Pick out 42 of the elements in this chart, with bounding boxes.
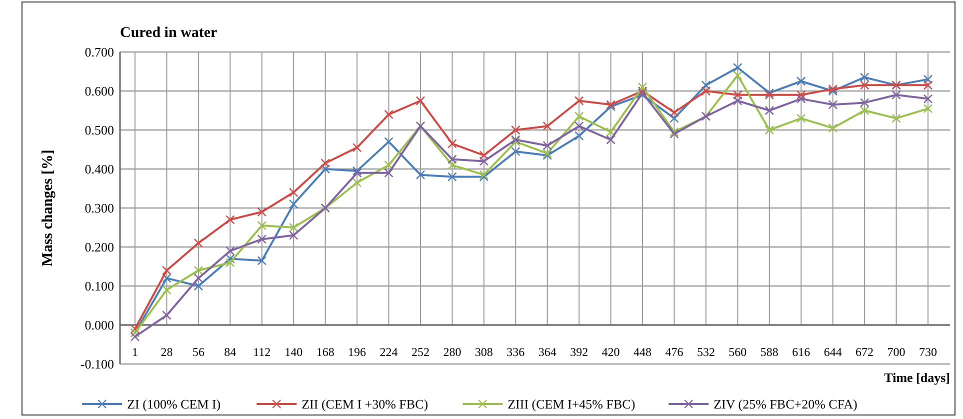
- legend-label: ZI (100% CEM I): [127, 396, 221, 412]
- y-tick-label: 0.100: [84, 278, 114, 294]
- x-tick-label: 616: [792, 345, 810, 359]
- x-tick-label: 1: [132, 345, 138, 359]
- x-tick-label: 730: [919, 345, 937, 359]
- chart-title: Cured in water: [120, 25, 218, 41]
- x-tick-label: 700: [887, 345, 906, 359]
- x-tick-label: 308: [474, 345, 493, 359]
- x-tick-label: 224: [380, 345, 398, 359]
- x-tick-label: 448: [634, 345, 652, 359]
- x-tick-label: 476: [665, 345, 684, 359]
- y-tick-label: 0.200: [84, 240, 114, 255]
- x-tick-label: 644: [824, 345, 842, 359]
- y-tick-label: 0.500: [84, 122, 114, 138]
- x-tick-label: 532: [696, 345, 715, 359]
- x-tick-label: 336: [506, 345, 525, 359]
- y-tick-label: 0.400: [84, 162, 114, 177]
- y-tick-label: 0.000: [84, 318, 114, 333]
- legend-label: ZIV (25% FBC+20% CFA): [714, 396, 858, 412]
- legend-label: ZIII (CEM I+45% FBC): [508, 396, 636, 412]
- x-axis-title: Time [days]: [884, 370, 950, 385]
- y-tick-label: 0.300: [84, 200, 114, 216]
- x-tick-label: 84: [224, 345, 236, 359]
- x-tick-label: 140: [284, 345, 303, 359]
- x-tick-label: 112: [253, 345, 271, 359]
- x-tick-label: 560: [728, 345, 747, 359]
- x-tick-label: 280: [443, 345, 462, 359]
- x-tick-label: 392: [570, 345, 588, 359]
- y-tick-label: -0.100: [80, 356, 114, 372]
- x-tick-label: 168: [316, 345, 334, 359]
- y-tick-label: 0.700: [84, 44, 114, 60]
- x-tick-label: 56: [192, 345, 204, 359]
- x-tick-label: 364: [538, 345, 556, 359]
- x-tick-label: 252: [411, 345, 430, 359]
- x-tick-label: 672: [856, 345, 874, 359]
- y-axis-title: Mass changes [%]: [40, 150, 56, 266]
- x-tick-label: 196: [348, 345, 366, 359]
- x-tick-label: 588: [760, 345, 778, 359]
- y-tick-label: 0.600: [84, 84, 114, 99]
- x-tick-label: 420: [602, 345, 620, 359]
- legend-label: ZII (CEM I +30% FBC): [302, 396, 428, 412]
- x-tick-label: 28: [160, 345, 173, 359]
